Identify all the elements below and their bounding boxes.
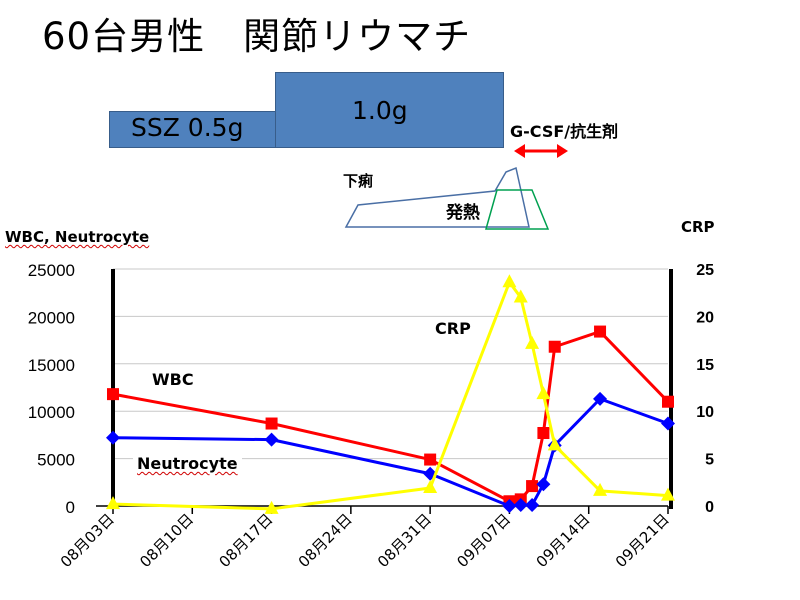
- crp-point: [593, 482, 608, 496]
- right-axis-label: CRP: [681, 218, 715, 236]
- crp-point: [513, 289, 528, 303]
- crp-point: [525, 335, 540, 349]
- crp-point: [661, 487, 675, 501]
- ssz-dose-label: SSZ 0.5g: [131, 113, 244, 142]
- x-tick-label: 08月03日: [57, 510, 118, 571]
- wbc-series-label: WBC: [152, 370, 194, 389]
- crp-point: [264, 500, 279, 514]
- crp-series-line: [112, 280, 669, 511]
- x-tick-label: 08月17日: [215, 510, 276, 571]
- wbc-series-line: [112, 330, 670, 503]
- x-tick-label: 08月10日: [136, 510, 197, 571]
- wbc-point: [424, 453, 437, 466]
- gcsf-antibiotic-label: G-CSF/抗生剤: [510, 122, 619, 141]
- y-right-tick-label: 25: [696, 262, 714, 279]
- y-right-tick-label: 10: [696, 404, 714, 421]
- wbc-point: [537, 427, 550, 440]
- wbc-point: [526, 480, 539, 493]
- ssz-increased-dose-label: 1.0g: [352, 96, 408, 125]
- y-left-tick-label: 10000: [28, 403, 75, 422]
- y-right-tick-label: 20: [696, 309, 714, 326]
- x-tick-label: 08月24日: [295, 510, 356, 571]
- crp-point: [423, 479, 438, 493]
- neutrocyte-point: [661, 416, 675, 431]
- neutrocyte-point: [513, 498, 528, 513]
- y-left-tick-label: 5000: [37, 451, 75, 470]
- y-left-tick-label: 25000: [28, 261, 75, 280]
- crp-point: [106, 496, 120, 510]
- wbc-point: [548, 340, 561, 353]
- x-tick-label: 09月14日: [533, 510, 594, 571]
- y-right-tick-label: 0: [705, 499, 714, 516]
- crp-point: [536, 386, 551, 400]
- neutrocyte-series-line: [112, 397, 669, 508]
- neutrocyte-series-label: Neutrocyte: [133, 454, 242, 473]
- wbc-point: [662, 395, 674, 408]
- neutrocyte-point: [536, 477, 551, 492]
- slide-title: 60台男性 関節リウマチ: [42, 15, 472, 58]
- y-left-tick-label: 20000: [28, 308, 75, 327]
- wbc-point: [265, 417, 278, 430]
- gcsf-period-arrow: [514, 144, 568, 158]
- x-tick-label: 09月07日: [453, 510, 514, 571]
- neutrocyte-series-label-text: Neutrocyte: [137, 454, 238, 473]
- left-axis-label: WBC, Neutrocyte: [5, 228, 149, 246]
- crp-point: [502, 274, 517, 288]
- ssz-0-5g-bar: [109, 111, 276, 148]
- ssz-1g-bar: [275, 72, 504, 148]
- fever-label: 発熱: [446, 203, 480, 223]
- neutrocyte-point: [106, 430, 120, 445]
- crp-series-label: CRP: [435, 319, 471, 338]
- y-right-tick-label: 5: [705, 452, 714, 469]
- y-left-tick-label: 15000: [28, 356, 75, 375]
- x-tick-label: 08月31日: [374, 510, 435, 571]
- neutrocyte-point: [593, 391, 608, 406]
- crp-point: [547, 437, 562, 451]
- y-right-tick-label: 15: [696, 357, 714, 374]
- x-tick-label: 09月21日: [612, 510, 673, 571]
- wbc-point: [594, 325, 607, 338]
- neutrocyte-point: [525, 498, 540, 513]
- diarrhea-period-shape: [344, 166, 530, 228]
- neutrocyte-point: [502, 499, 517, 513]
- diarrhea-label: 下痢: [343, 172, 374, 190]
- y-left-tick-label: 0: [66, 498, 75, 517]
- fever-period-shape: [485, 189, 550, 230]
- left-axis-label-text: WBC, Neutrocyte: [5, 228, 150, 246]
- neutrocyte-point: [264, 432, 279, 447]
- wbc-point: [107, 388, 119, 401]
